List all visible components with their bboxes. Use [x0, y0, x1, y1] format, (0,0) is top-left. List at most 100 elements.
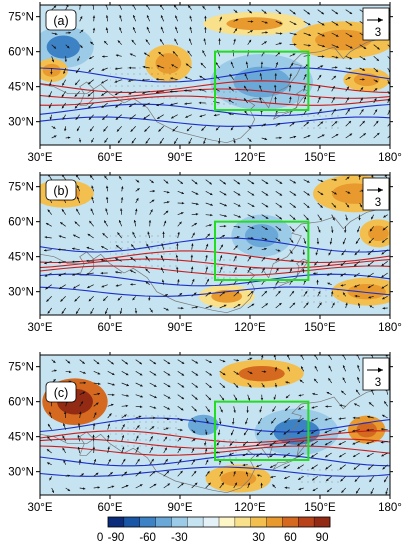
wind-vector-head: [161, 279, 165, 283]
wind-vector-head: [180, 470, 183, 474]
wind-vector-head: [346, 204, 350, 208]
wind-vector-head: [152, 189, 155, 193]
wind-vector-head: [135, 208, 138, 212]
panel-a-label-box: (a): [45, 9, 77, 31]
wind-vector-head: [353, 467, 357, 470]
wind-vector-head: [125, 404, 129, 408]
wind-vector-head: [87, 285, 90, 288]
wind-vector-head: [344, 230, 347, 233]
wind-vector-head: [161, 243, 164, 246]
wind-vector-head: [131, 244, 134, 247]
wind-vector-head: [114, 80, 118, 83]
wind-vector-head: [346, 86, 349, 90]
wind-vector-head: [88, 298, 92, 302]
wind-vector-head: [293, 11, 296, 15]
wind-vector-head: [126, 383, 129, 387]
wind-vector-head: [196, 202, 199, 206]
wind-vector-head: [236, 359, 239, 362]
wind-vector-head: [218, 38, 221, 41]
wind-vector-head: [167, 361, 171, 364]
wind-vector-head: [328, 378, 331, 381]
wind-vector-head: [72, 273, 75, 276]
wind-vector-head: [357, 229, 360, 233]
wind-vector: [132, 5, 137, 10]
wind-vector-head: [363, 57, 366, 60]
wind-vector-head: [234, 482, 237, 486]
wind-vector-head: [116, 245, 119, 248]
wind-vector-head: [79, 411, 82, 415]
wind-vector-head: [307, 135, 311, 138]
wind-vector-head: [104, 140, 107, 143]
wind-vector-head: [92, 15, 96, 18]
wind-vector-head: [95, 472, 99, 476]
wind-vector-head: [139, 405, 143, 408]
wind-vector-head: [237, 304, 241, 307]
wind-vector-head: [144, 52, 147, 55]
wind-vector-head: [86, 259, 89, 263]
wind-vector-head: [153, 416, 156, 420]
wind-vector-head: [279, 136, 282, 140]
wind-vector-head: [142, 104, 146, 107]
wind-vector-head: [248, 267, 251, 270]
wind-vector-head: [381, 286, 385, 289]
wind-vector-head: [297, 466, 300, 469]
wind-vector-head: [290, 251, 293, 254]
wind-vector-head: [314, 378, 317, 382]
wind-vector-head: [88, 81, 91, 85]
wind-vector: [92, 5, 95, 10]
wind-vector-head: [270, 475, 273, 479]
wind-vector-head: [87, 93, 91, 97]
wind-vector-head: [156, 103, 159, 107]
wind-vector-head: [252, 216, 255, 219]
wind-vector-head: [89, 220, 92, 224]
wind-vector-head: [330, 291, 334, 294]
anomaly-patch-core: [220, 470, 257, 487]
wind-vector-head: [371, 216, 374, 220]
wind-vector-head: [193, 419, 196, 423]
wind-vector-head: [136, 180, 140, 183]
wind-vector-head: [367, 263, 371, 267]
wind-vector-head: [102, 55, 105, 58]
wind-vector-head: [195, 213, 199, 216]
wind-vector-head: [262, 267, 265, 271]
wind-vector-head: [130, 270, 133, 273]
wind-vector-head: [377, 47, 380, 50]
wind-vector-head: [134, 311, 138, 314]
wind-vector-head: [256, 443, 259, 446]
wind-vector-head: [152, 471, 156, 474]
wind-vector-head: [156, 90, 159, 94]
wind-vector-head: [230, 61, 234, 65]
wind-vector-head: [292, 302, 296, 306]
wind-vector-head: [139, 373, 143, 376]
wind-vector-head: [206, 420, 209, 424]
wind-vector-head: [190, 254, 194, 258]
wind-vector-head: [72, 247, 75, 250]
wind-vector-head: [193, 292, 197, 295]
wind-vector-head: [261, 355, 264, 358]
wind-vector-head: [237, 181, 240, 185]
wind-vector-head: [236, 291, 240, 294]
colorbar-tick-label: 30: [252, 532, 265, 544]
wind-vector-head: [339, 454, 342, 458]
wind-vector-head: [367, 415, 370, 419]
wind-vector-head: [257, 432, 260, 436]
panel-c-reference-vector-label: 3: [375, 377, 381, 389]
colorbar-tick-label: -90: [108, 532, 125, 544]
wind-vector-head: [105, 311, 108, 314]
wind-vector: [387, 67, 390, 73]
wind-vector-head: [325, 466, 328, 470]
wind-vector-head: [206, 459, 209, 463]
wind-vector-head: [181, 396, 184, 400]
wind-vector-head: [115, 105, 118, 108]
wind-vector-head: [366, 454, 370, 457]
y-tick-label: 45°N: [8, 82, 34, 94]
wind-vector-head: [119, 311, 123, 314]
wind-vector-head: [62, 83, 65, 86]
wind-vector-head: [316, 241, 320, 245]
wind-vector-head: [256, 464, 259, 468]
wind-vector-head: [234, 267, 237, 270]
panel-c: 30°E 60°E 90°E 120°E 150°E 180° 75°N 60°N 45°N 30…: [8, 352, 402, 514]
wind-vector-head: [180, 181, 183, 184]
wind-vector-head: [279, 216, 282, 220]
panel-c-reference-vector: 3: [362, 357, 390, 391]
